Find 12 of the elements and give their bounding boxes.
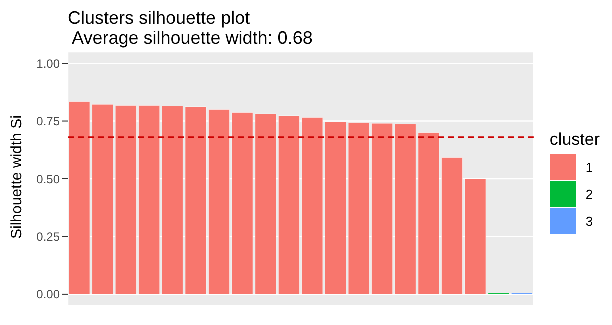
y-tick-label: 0.00 — [36, 288, 60, 302]
legend-label: 2 — [586, 186, 594, 202]
chart-subtitle: Average silhouette width: 0.68 — [71, 28, 314, 48]
y-tick-label: 1.00 — [36, 56, 60, 71]
legend-title: cluster — [550, 130, 600, 150]
y-axis-title: Silhouette width Si — [8, 116, 26, 239]
chart-title: Clusters silhouette plot — [67, 8, 252, 28]
y-tick-label: 0.50 — [36, 172, 60, 186]
text: 1 — [586, 160, 594, 174]
y-tick-label: 0.25 — [36, 230, 60, 244]
legend-label: 3 — [586, 214, 594, 228]
y-tick-label: 0.75 — [36, 114, 60, 129]
